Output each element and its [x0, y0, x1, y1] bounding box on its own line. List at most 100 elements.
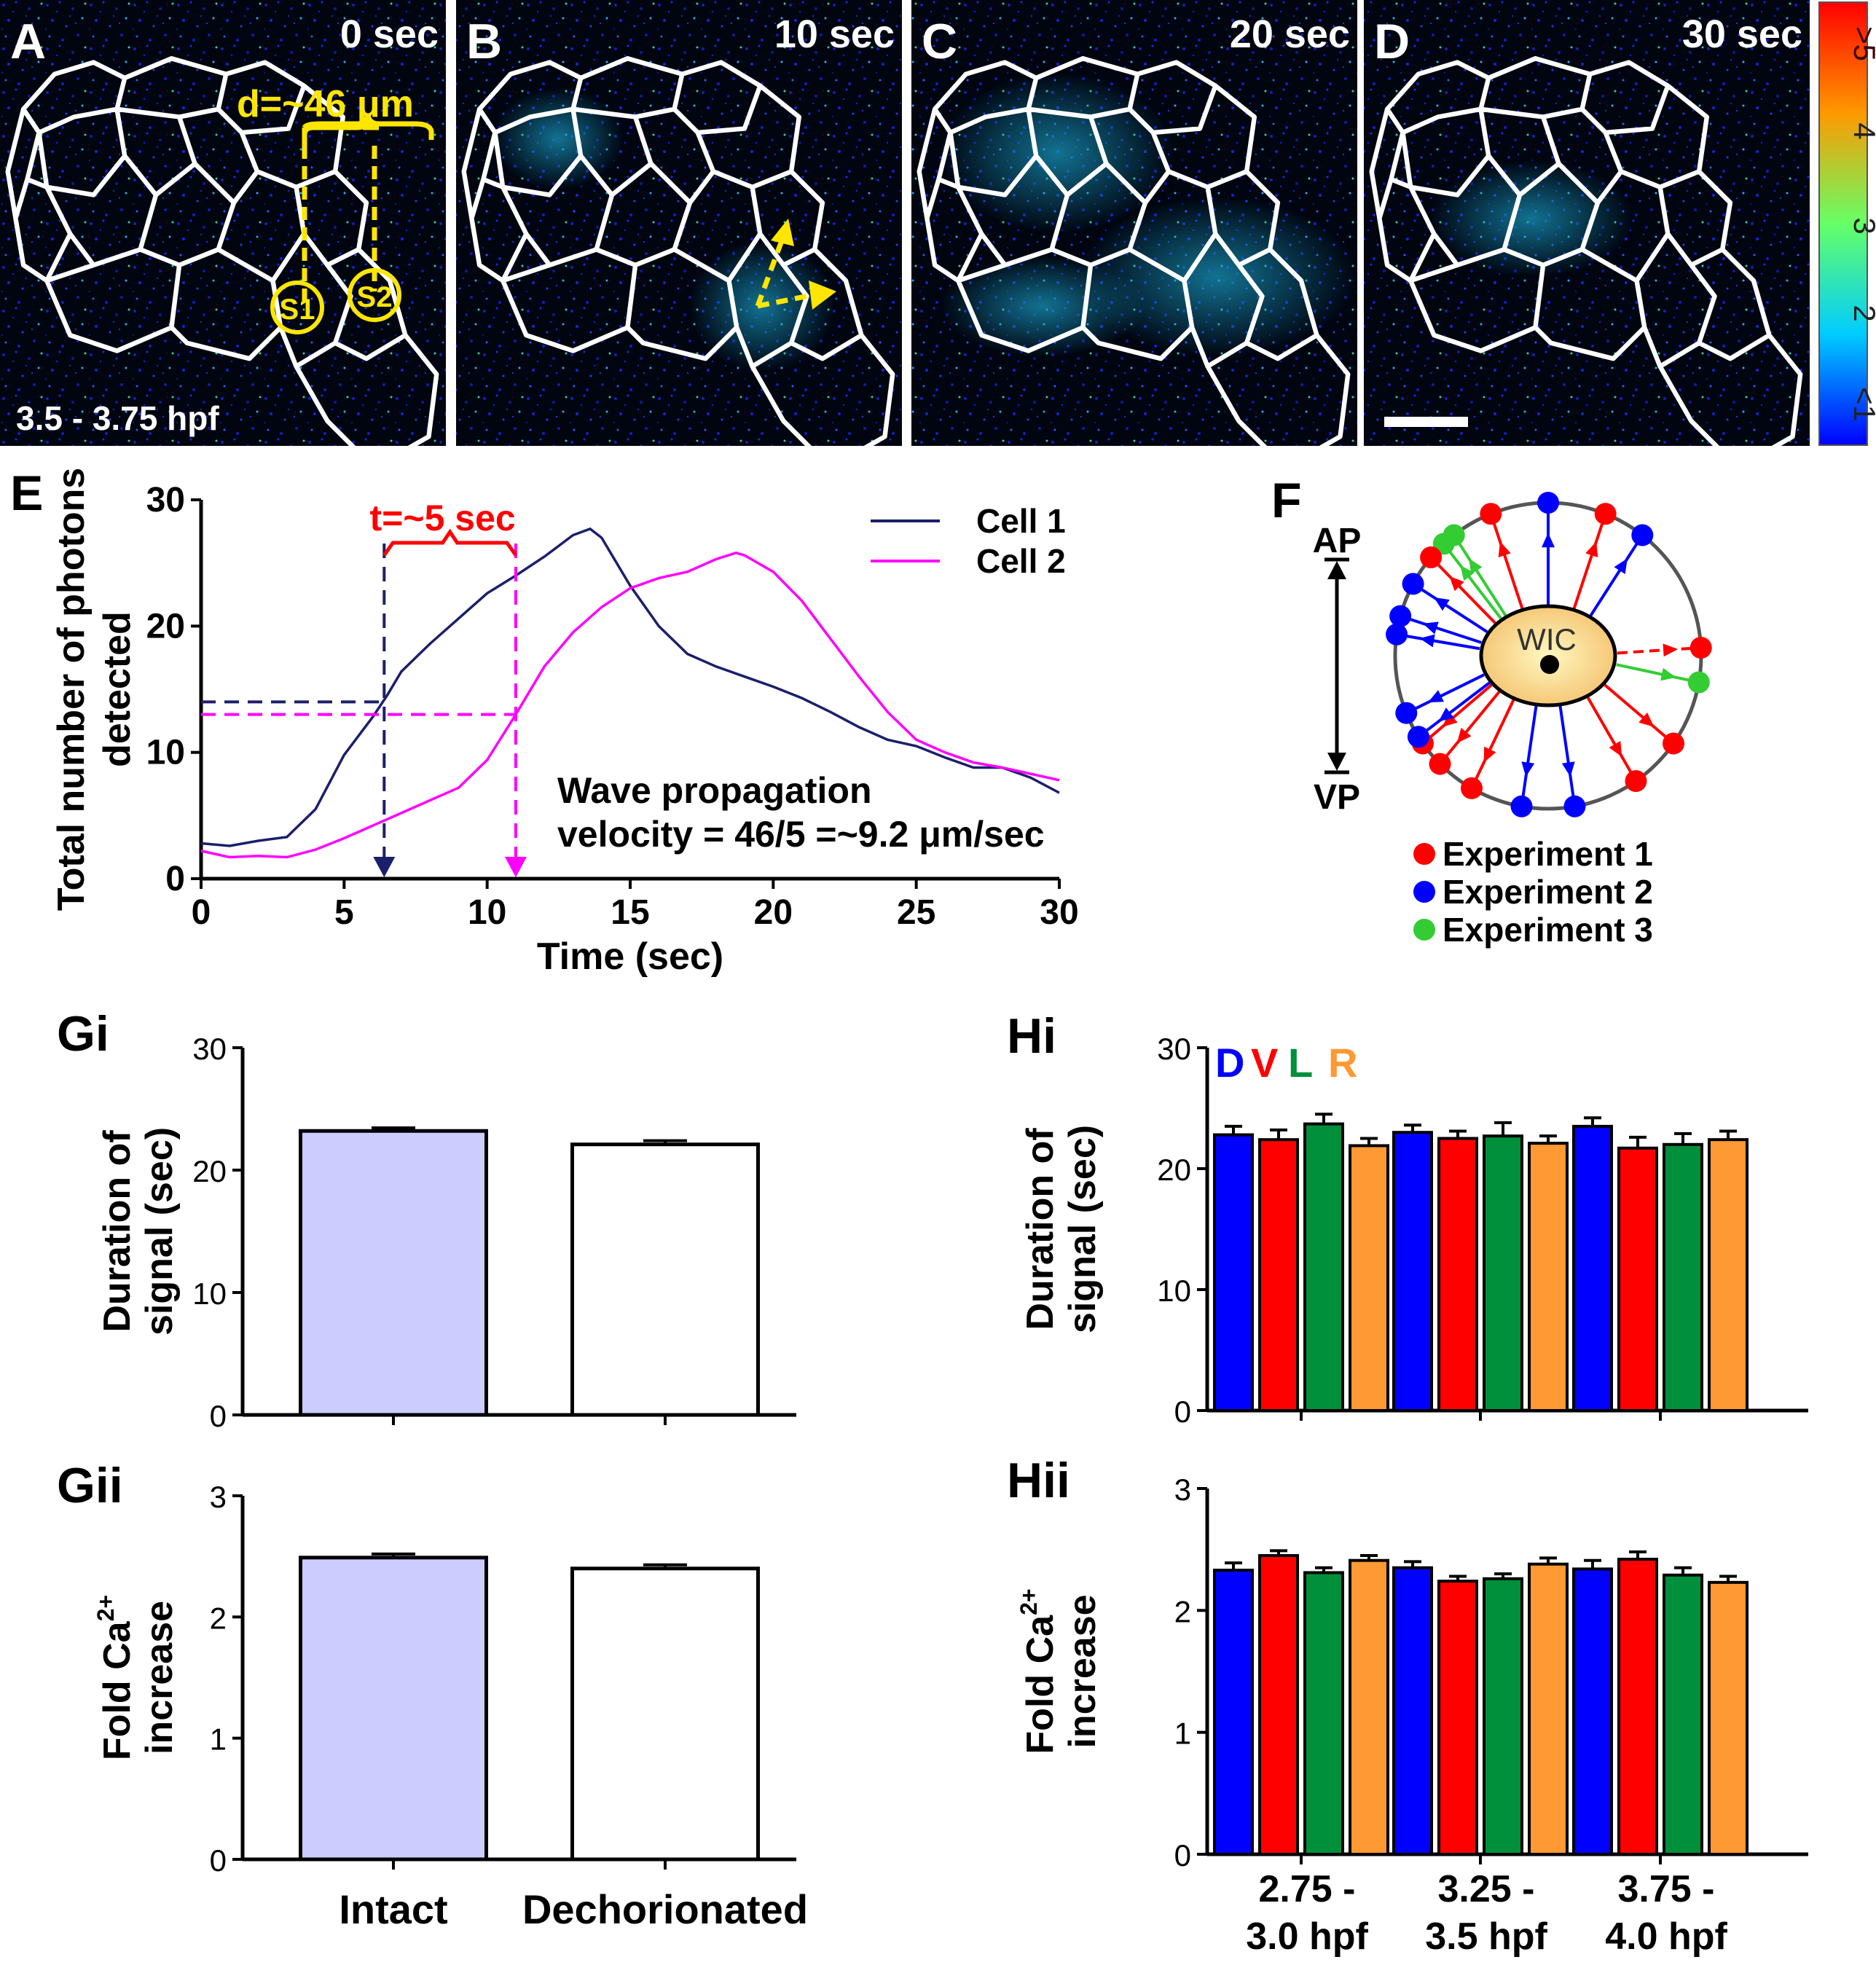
wic-center-dot: [1540, 655, 1559, 674]
micrograph-panel-a: A 0 sec: [0, 0, 446, 471]
endpoint-dot: [1395, 702, 1418, 724]
calcium-signal-area: [1079, 197, 1356, 357]
y-tick-label: 30: [146, 481, 185, 519]
x-tick-label: 15: [611, 893, 649, 932]
ap-label: AP: [1313, 522, 1362, 560]
endpoint-dot: [1386, 623, 1408, 646]
cell-outlines: [917, 56, 1351, 471]
stage-label: 3.5 - 3.75 hpf: [16, 399, 219, 437]
signal-ray: [1589, 534, 1644, 616]
endpoint-dot: [1432, 533, 1455, 555]
signal-ray: [1412, 582, 1488, 633]
interval-label: t=~5 sec: [370, 498, 516, 538]
endpoint-dot: [1631, 524, 1654, 546]
ray-arrowhead: [1434, 597, 1450, 611]
cell-outlines: [5, 56, 439, 471]
endpoint-dot: [1689, 637, 1712, 659]
cell-outlines: [1369, 56, 1803, 471]
calcium-signal-area: [941, 73, 1174, 233]
ray-arrowhead: [1419, 634, 1435, 648]
ray-arrowhead: [1660, 667, 1676, 681]
velocity-annotation-line2: velocity = 46/5 =~9.2 μm/sec: [557, 814, 1045, 855]
bar-series-l: [1663, 1142, 1703, 1413]
endpoint-dot: [1420, 546, 1443, 569]
y-tick-label: 0: [165, 860, 185, 898]
panel-letter: C: [922, 14, 957, 69]
colorbar: >5 4 3 2 <1: [1818, 1, 1876, 446]
bar-series-v: [1617, 1558, 1658, 1856]
marker-arrowhead: [373, 857, 396, 877]
bar-series-r: [1708, 1138, 1749, 1413]
endpoint-dot: [1510, 795, 1533, 817]
x-category-label-line2: 4.0 hpf: [1605, 1915, 1727, 1958]
signal-ray: [1489, 513, 1524, 609]
bar-series-r: [1528, 1142, 1569, 1412]
ray-arrowhead: [1638, 712, 1655, 727]
endpoint-dot: [1663, 732, 1685, 755]
ray-arrowhead: [1449, 576, 1464, 592]
bar-series-v: [1258, 1138, 1299, 1413]
bar-series-r: [1528, 1562, 1569, 1856]
y-tick-label: 3: [210, 1480, 227, 1514]
colorbar-label: <1: [1848, 387, 1876, 422]
y-axis-label-line1: Total number of photons: [50, 468, 93, 911]
bar-series-v: [1258, 1554, 1299, 1856]
legend-dot: [1413, 843, 1435, 865]
y-axis-label-line2: increase: [1061, 1594, 1104, 1748]
ray-arrowhead: [1498, 541, 1511, 558]
signal-ray: [1443, 543, 1502, 620]
y-axis-label-line2: signal (sec): [1061, 1125, 1104, 1333]
x-axis-label: Time (sec): [537, 936, 723, 978]
arrowhead: [771, 219, 794, 246]
legend-label: Experiment 3: [1443, 911, 1653, 949]
series-key-d: D: [1215, 1040, 1244, 1086]
ray-arrowhead: [1521, 761, 1535, 777]
bar-dechorionated: [570, 1142, 760, 1417]
distance-bracket-line: [302, 114, 434, 140]
panel-letter: F: [1271, 473, 1302, 528]
ray-arrowhead: [1428, 690, 1444, 703]
y-tick-label: 30: [1157, 1032, 1191, 1066]
bar-series-l: [1663, 1573, 1703, 1856]
marker-arrowhead: [504, 857, 527, 877]
ray-arrowhead: [1542, 533, 1555, 548]
bar-dechorionated: [570, 1566, 760, 1862]
ray-arrowhead: [1422, 621, 1439, 635]
y-tick-label: 2: [1174, 1594, 1191, 1628]
bar-series-r: [1349, 1558, 1389, 1856]
time-label: 20 sec: [1230, 12, 1350, 56]
endpoint-dot: [1594, 503, 1617, 525]
panel-a-annotations: 3.5 - 3.75 hpf d=~46 μm S1 S2: [16, 83, 434, 437]
bar-series-d: [1213, 1569, 1254, 1856]
y-axis-label-line2: increase: [138, 1601, 181, 1754]
bar-series-l: [1483, 1577, 1523, 1856]
signal-ray: [1417, 681, 1491, 738]
vp-label: VP: [1314, 778, 1360, 817]
ray-arrowhead: [1663, 643, 1679, 657]
bar-series-v: [1617, 1146, 1658, 1413]
wic-label: WIC: [1517, 622, 1577, 656]
series-key-l: L: [1288, 1040, 1313, 1086]
y-tick-label: 0: [1174, 1395, 1191, 1429]
x-tick-label: 0: [192, 893, 211, 932]
bar-series-v: [1437, 1580, 1478, 1856]
y-tick-label: 0: [1174, 1838, 1191, 1872]
s2-circle: [348, 268, 401, 322]
x-category-label-line2: 3.5 hpf: [1425, 1915, 1547, 1958]
x-category-label-line2: 3.0 hpf: [1246, 1915, 1368, 1958]
s1-circle: [270, 281, 324, 334]
signal-ray: [1520, 705, 1538, 807]
y-tick-label: 0: [210, 1843, 227, 1878]
y-axis-label-line2: detected: [96, 611, 138, 767]
series-key-v: V: [1251, 1040, 1278, 1086]
bar-intact: [299, 1129, 488, 1417]
bar-series-l: [1483, 1134, 1523, 1413]
ray-arrowhead: [1442, 712, 1458, 727]
legend-label: Experiment 1: [1443, 835, 1653, 873]
ray-arrowhead: [1438, 707, 1454, 722]
x-category-label-line1: 2.75 -: [1259, 1868, 1356, 1910]
cell-outlines: [461, 56, 895, 471]
signal-ray: [1617, 646, 1701, 655]
axis-arrow-top: [1327, 561, 1346, 579]
